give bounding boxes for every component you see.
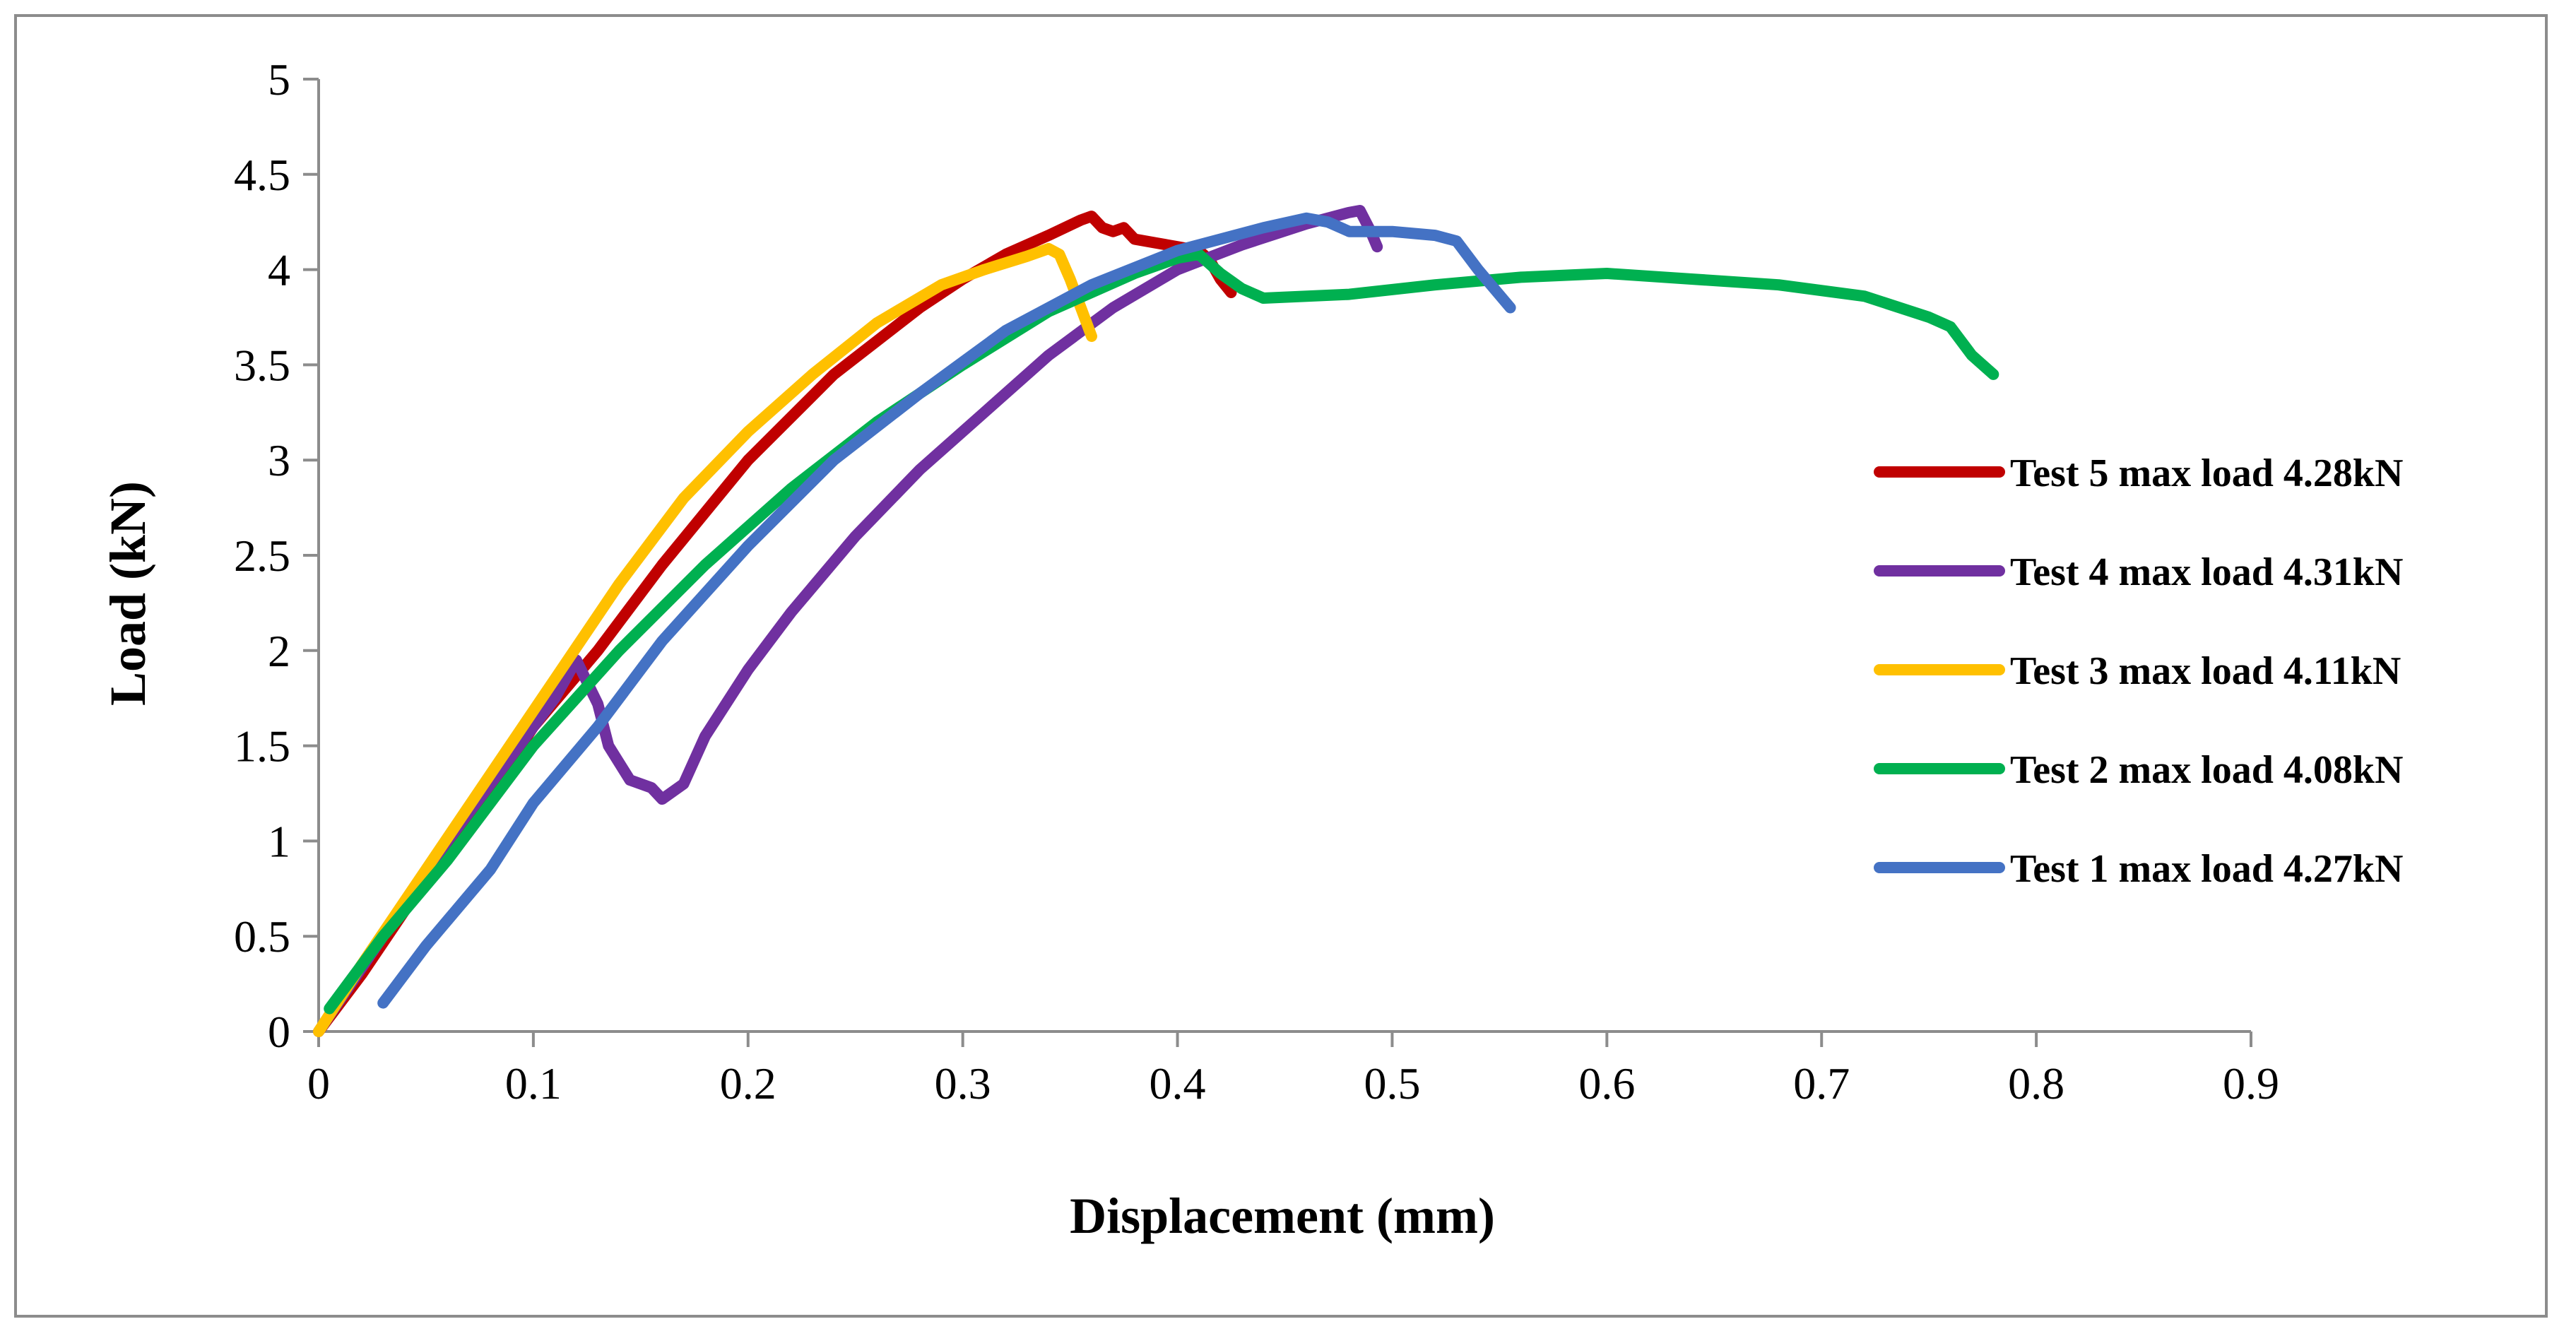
series-line-1 — [313, 205, 1383, 1037]
x-tick-label: 0.9 — [2223, 1058, 2279, 1109]
y-tick-label: 2 — [268, 626, 290, 676]
legend-entry-label: Test 4 max load 4.31kN — [2010, 550, 2403, 594]
x-tick-label: 0.4 — [1150, 1058, 1206, 1109]
legend-entry-label: Test 5 max load 4.28kN — [2010, 451, 2403, 495]
y-tick-label: 0.5 — [234, 911, 290, 962]
y-tick-label: 3 — [268, 435, 290, 485]
y-tick-label: 1 — [268, 816, 290, 866]
legend: Test 5 max load 4.28kN Test 4 max load 4.… — [1874, 451, 2403, 891]
legend-entry-label: Test 2 max load 4.08kN — [2010, 748, 2403, 792]
x-tick-label: 0.5 — [1364, 1058, 1420, 1109]
y-tick-label: 4.5 — [234, 150, 290, 200]
y-tick-label: 4 — [268, 245, 290, 295]
x-tick-label: 0.3 — [935, 1058, 991, 1109]
y-tick-label: 1.5 — [234, 721, 290, 772]
series-layer — [313, 205, 1999, 1037]
y-tick-label: 3.5 — [234, 340, 290, 390]
x-tick-label: 0.2 — [720, 1058, 776, 1109]
x-tick-label: 0.8 — [2008, 1058, 2064, 1109]
series-line-3 — [324, 249, 1999, 1015]
x-tick-label: 0.6 — [1578, 1058, 1635, 1109]
y-tick-label: 2.5 — [234, 531, 290, 581]
x-axis-title: Displacement (mm) — [1070, 1188, 1495, 1244]
y-tick-label: 5 — [268, 54, 290, 105]
legend-entry-label: Test 1 max load 4.27kN — [2010, 847, 2403, 891]
y-tick-label: 0 — [268, 1007, 290, 1057]
axes: 0 0.5 1 1.5 2 2.5 3 3.5 4 4.5 5 0 0.1 0.2 0.3 0.4 0.5 0.6… — [234, 54, 2279, 1109]
legend-entry-label: Test 3 max load 4.11kN — [2010, 649, 2401, 693]
x-tick-label: 0.7 — [1793, 1058, 1850, 1109]
x-tick-label: 0 — [307, 1058, 330, 1109]
y-axis-title: Load (kN) — [100, 481, 156, 706]
series-line-4 — [377, 212, 1516, 1009]
x-tick-label: 0.1 — [505, 1058, 562, 1109]
series-line-2 — [313, 242, 1097, 1037]
